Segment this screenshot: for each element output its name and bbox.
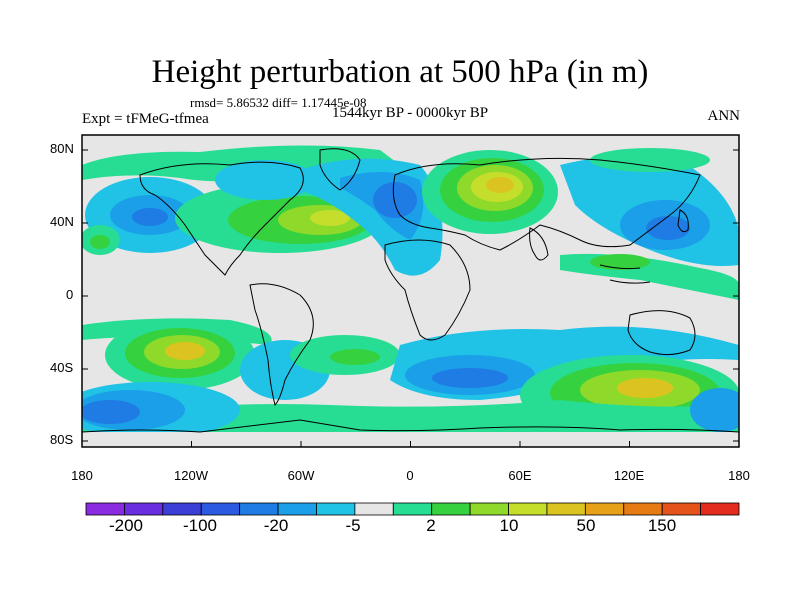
coast-south-america xyxy=(249,283,314,406)
contour-west-pacific-pos-core xyxy=(90,235,110,249)
contour-europe-neg-core xyxy=(373,182,417,218)
coastlines xyxy=(82,148,739,433)
colorbar-label: -100 xyxy=(182,516,218,535)
colorbar-swatch xyxy=(392,502,433,516)
coast-antarctica xyxy=(82,419,739,433)
colorbar-label: -20 xyxy=(263,516,289,535)
colorbar-label: 10 xyxy=(499,516,519,535)
x-tick-label: 180 xyxy=(71,468,93,483)
y-ticks xyxy=(82,149,739,442)
y-tick-label: 80S xyxy=(50,432,74,447)
colorbar-swatch xyxy=(431,502,471,516)
experiment-label: Expt = tFMeG-tfmea xyxy=(82,111,209,127)
coast-eurasia xyxy=(392,157,701,251)
colorbar-swatch xyxy=(700,502,740,516)
stats-label: rmsd= 5.86532 diff= 1.17445e-08 xyxy=(190,95,367,110)
x-tick-label: 60W xyxy=(287,468,315,483)
antarctica-neutral xyxy=(82,432,739,447)
y-tick-label: 80N xyxy=(50,141,74,156)
y-tick-label: 40S xyxy=(50,360,74,375)
contour-eurasia-pos-core xyxy=(486,177,514,193)
period-label: 1544kyr BP - 0000kyr BP xyxy=(331,105,489,121)
colorbar xyxy=(85,502,740,516)
y-tick-label: 40N xyxy=(50,214,74,229)
x-tick-label: 120E xyxy=(613,468,645,483)
contour-field xyxy=(82,145,739,447)
colorbar-label: 50 xyxy=(576,516,596,535)
colorbar-label: -5 xyxy=(345,516,361,535)
season-label: ANN xyxy=(707,108,741,124)
contour-australia-pos-core xyxy=(617,378,673,398)
colorbar-swatch xyxy=(469,502,509,516)
colorbar-label: 2 xyxy=(426,516,436,535)
colorbar-swatch xyxy=(546,502,586,516)
coast-north-america xyxy=(139,161,304,276)
colorbar-swatch xyxy=(85,502,125,516)
contour-arctic-pacific-pos xyxy=(590,148,710,172)
contour-north-pacific-neg-center xyxy=(132,208,168,226)
colorbar-swatch xyxy=(162,502,202,516)
coast-australia xyxy=(627,310,696,356)
contour-tropical-east-pos-core xyxy=(590,254,650,270)
colorbar-label: -200 xyxy=(108,516,144,535)
contour-north-atlantic-pos-core xyxy=(310,210,350,226)
x-tick-label: 180 xyxy=(728,468,750,483)
colorbar-swatch xyxy=(661,502,701,516)
contour-south-atlantic-pos-core xyxy=(330,349,380,365)
coast-southeast-asia xyxy=(599,264,651,284)
colorbar-swatch xyxy=(623,502,663,516)
contour-south-pacific-pos-core xyxy=(165,342,205,360)
contour-east-asia-neg-core xyxy=(646,216,690,240)
colorbar-swatch xyxy=(508,502,548,516)
y-tick-label: 0 xyxy=(66,287,74,302)
contour-southern-ocean-neg-core xyxy=(82,400,140,424)
coast-india xyxy=(529,227,549,261)
colorbar-swatch xyxy=(200,502,241,516)
colorbar-swatch xyxy=(354,502,394,516)
coast-japan xyxy=(677,209,689,233)
colorbar-swatch xyxy=(316,502,356,516)
colorbar-swatch xyxy=(239,502,279,516)
colorbar-swatch xyxy=(277,502,317,516)
x-ticks xyxy=(81,441,740,447)
x-tick-label: 0 xyxy=(406,468,414,483)
x-tick-label: 120W xyxy=(174,468,208,483)
colorbar-swatch xyxy=(124,502,164,516)
colorbar-label: 150 xyxy=(647,516,677,535)
contour-southern-ocean-neg-east xyxy=(690,388,739,432)
contour-south-indian-neg-core xyxy=(432,368,508,388)
coast-africa xyxy=(384,239,471,341)
x-tick-label: 60E xyxy=(508,468,532,483)
chart-title: Height perturbation at 500 hPa (in m) xyxy=(151,54,649,90)
coast-greenland xyxy=(319,148,361,191)
colorbar-swatch xyxy=(584,502,625,516)
contour-canada-neg xyxy=(215,160,315,200)
